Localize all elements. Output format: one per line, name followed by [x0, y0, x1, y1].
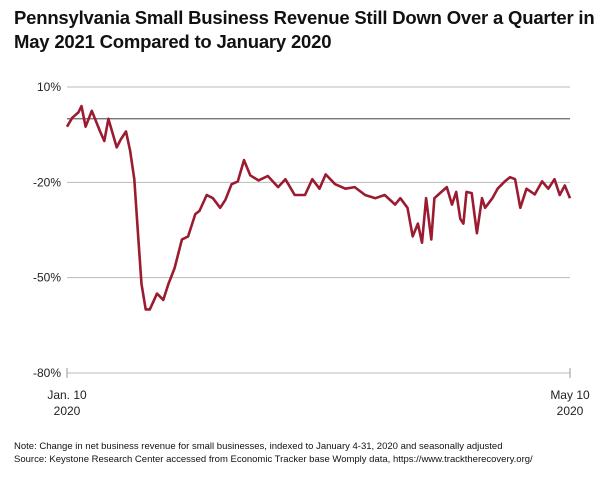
y-tick-label: -20%: [33, 175, 61, 189]
y-tick-label: -50%: [33, 271, 61, 285]
x-tick-label: 2020: [557, 404, 584, 418]
chart-title: Pennsylvania Small Business Revenue Stil…: [14, 7, 595, 52]
series-line: [65, 104, 572, 311]
chart-note: Note: Change in net business revenue for…: [14, 441, 503, 452]
x-tick-label: 2020: [54, 404, 81, 418]
x-tick-label: Jan. 10: [47, 388, 87, 402]
chart-source: Source: Keystone Research Center accesse…: [14, 454, 533, 465]
y-tick-label: -80%: [33, 366, 61, 380]
x-tick-label: May 10: [550, 388, 590, 402]
y-tick-label: 10%: [37, 80, 61, 94]
